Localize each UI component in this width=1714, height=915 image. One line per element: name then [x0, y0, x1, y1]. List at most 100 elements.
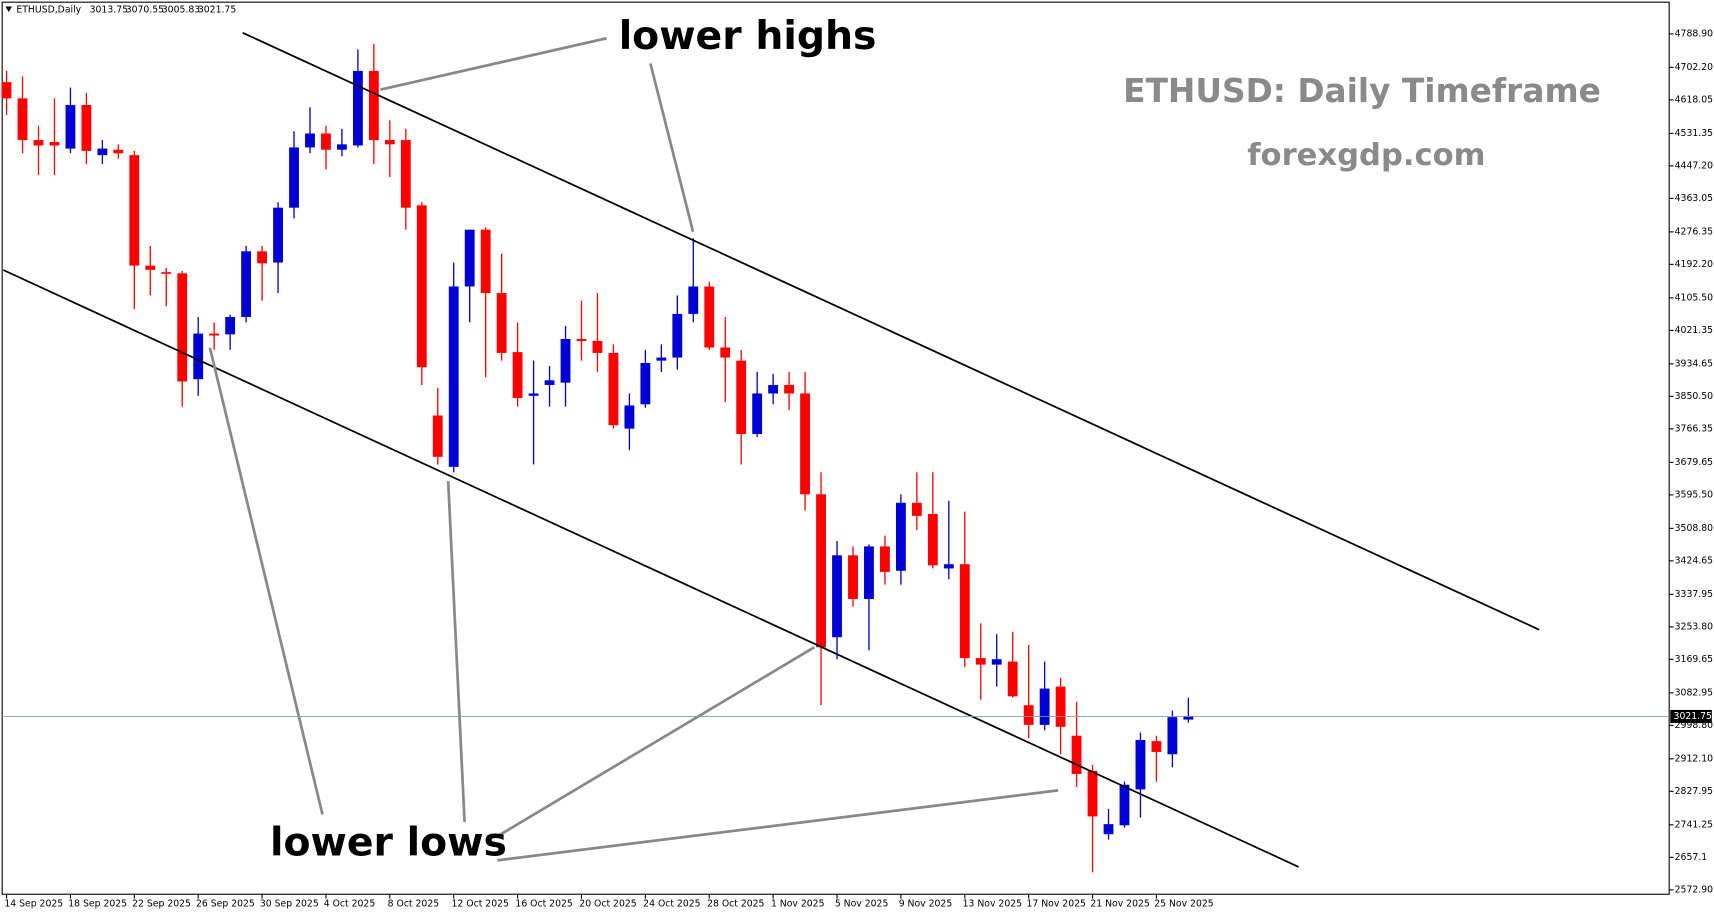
- candle-body: [736, 360, 747, 435]
- y-tick-label: 2572.90: [1675, 884, 1713, 895]
- candle-body: [400, 140, 411, 208]
- candle-body: [416, 205, 427, 368]
- candle-body: [959, 564, 970, 659]
- candle-body: [528, 393, 539, 396]
- y-tick-label: 2827.95: [1675, 786, 1713, 797]
- candle-body: [368, 70, 379, 141]
- candle-body: [608, 352, 619, 426]
- x-tick-label: 13 Nov 2025: [963, 899, 1023, 910]
- candle-body: [1055, 686, 1066, 727]
- current-price-box: [1670, 709, 1712, 724]
- candle-body: [848, 555, 858, 599]
- candle-body: [688, 286, 699, 314]
- plot-frame: [1, 1, 1670, 895]
- x-tick-label: 30 Sep 2025: [260, 899, 319, 910]
- candle-body: [1167, 717, 1178, 755]
- candle-body: [161, 272, 172, 274]
- candle-body: [17, 98, 28, 141]
- candle-body: [592, 340, 603, 353]
- upper-trend-line: [242, 32, 1540, 631]
- candle-body: [1039, 688, 1050, 725]
- x-tick-label: 5 Nov 2025: [835, 899, 889, 910]
- candle-body: [145, 265, 156, 270]
- candle-body: [1183, 716, 1194, 720]
- y-tick-label: 3424.65: [1675, 555, 1713, 566]
- candle-body: [1119, 784, 1130, 826]
- candle-body: [768, 384, 779, 394]
- candle-body: [241, 251, 252, 317]
- y-tick-label: 3766.35: [1675, 423, 1713, 434]
- y-tick-label: 3934.65: [1675, 358, 1713, 369]
- candle-body: [273, 207, 283, 263]
- candle-body: [321, 133, 331, 150]
- candle-body: [1135, 739, 1146, 790]
- candle-body: [1151, 741, 1162, 752]
- header-open: 3013.75: [90, 4, 128, 15]
- candle-body: [576, 339, 587, 341]
- candle-body: [289, 147, 299, 208]
- candle-body: [672, 313, 683, 358]
- candle-body: [337, 144, 347, 150]
- header-high: 3070.55: [126, 4, 164, 15]
- current-price-label: 3021.75: [1674, 711, 1712, 722]
- candle-body: [895, 502, 906, 571]
- candle-body: [97, 148, 108, 156]
- candle-body: [464, 229, 475, 287]
- y-tick-label: 2741.25: [1675, 819, 1713, 830]
- candle-body: [624, 405, 635, 429]
- y-tick-label: 4276.35: [1675, 226, 1713, 237]
- candle-body: [384, 140, 395, 145]
- candle-body: [33, 140, 44, 146]
- y-tick-label: 2998.80: [1675, 720, 1713, 731]
- x-tick-label: 12 Oct 2025: [452, 899, 509, 910]
- y-tick-label: 4788.90: [1675, 28, 1713, 39]
- pointers: [208, 36, 1059, 862]
- candle-body: [129, 155, 140, 266]
- candle-body: [177, 273, 188, 382]
- x-tick-label: 22 Sep 2025: [132, 899, 191, 910]
- candle-body: [225, 316, 236, 335]
- pointer: [208, 347, 324, 815]
- candle-body: [704, 286, 715, 348]
- candle-body: [1023, 705, 1034, 725]
- y-tick-label: 4363.05: [1675, 193, 1713, 204]
- candle-body: [943, 564, 954, 569]
- y-tick-label: 4447.20: [1675, 160, 1713, 171]
- candle-body: [656, 357, 667, 361]
- x-tick-label: 16 Oct 2025: [515, 899, 572, 910]
- candle-body: [911, 502, 922, 516]
- chart-subtitle: forexgdp.com: [1247, 138, 1485, 173]
- candle-body: [209, 333, 220, 336]
- candle-body: [113, 149, 124, 154]
- candle-body: [832, 555, 842, 638]
- y-tick-label: 4702.20: [1675, 62, 1713, 73]
- candle-body: [496, 293, 507, 353]
- candle-body: [65, 104, 76, 149]
- header-close: 3021.75: [198, 4, 236, 15]
- candle-body: [81, 104, 92, 151]
- candle-body: [560, 339, 571, 383]
- candle-body: [927, 513, 938, 566]
- y-tick-label: 4531.35: [1675, 128, 1713, 139]
- candle-body: [640, 362, 651, 405]
- candle-body: [720, 347, 731, 358]
- pointer: [380, 36, 607, 91]
- candle-body: [257, 251, 268, 264]
- candle-body: [991, 659, 1002, 665]
- pointer: [497, 789, 1059, 862]
- candles: [1, 43, 1194, 873]
- chart-title: ETHUSD: Daily Timeframe: [1123, 72, 1601, 110]
- y-tick-label: 3169.65: [1675, 654, 1713, 665]
- x-tick-label: 14 Sep 2025: [4, 899, 63, 910]
- x-tick-label: 18 Sep 2025: [68, 899, 127, 910]
- annotation: lower highs: [619, 13, 877, 59]
- candle-body: [352, 70, 363, 146]
- x-tick-label: 1 Nov 2025: [771, 899, 825, 910]
- candle-body: [432, 415, 443, 457]
- candle-body: [1, 82, 12, 99]
- x-tick-label: 4 Oct 2025: [324, 899, 376, 910]
- symbol: ETHUSD,Daily: [16, 4, 81, 15]
- candle-body: [544, 380, 555, 385]
- y-tick-label: 4192.20: [1675, 259, 1713, 270]
- y-tick-label: 4105.50: [1675, 292, 1713, 303]
